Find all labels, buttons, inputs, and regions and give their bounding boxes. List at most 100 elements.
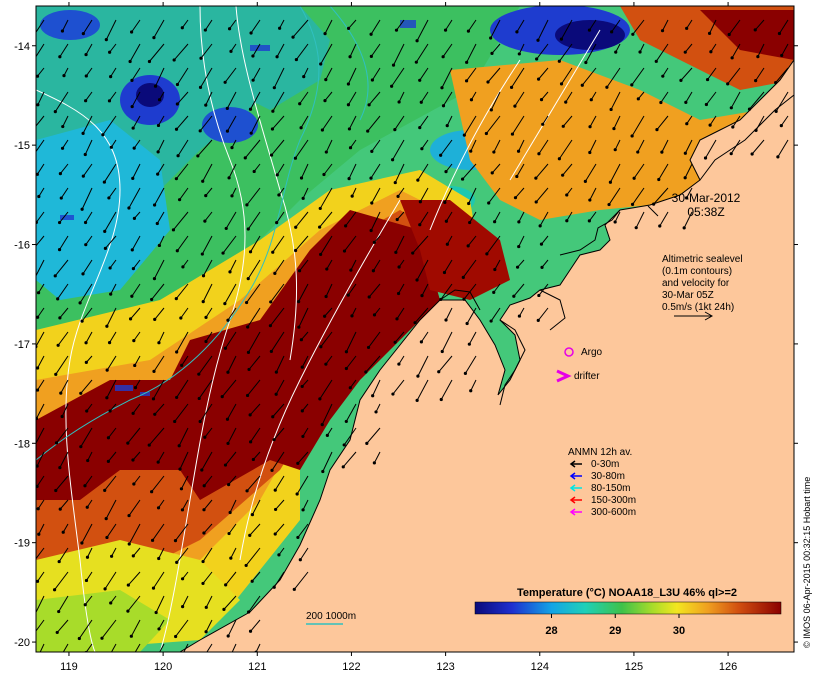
velocity-arrowhead <box>293 248 298 253</box>
velocity-arrowhead <box>271 415 275 419</box>
velocity-arrowhead <box>539 97 544 102</box>
velocity-arrow <box>229 259 237 273</box>
timestamp-annotation: 30-Mar-2012 05:38Z <box>647 191 741 219</box>
velocity-arrowhead <box>729 152 733 156</box>
velocity-arrowhead <box>106 657 109 660</box>
velocity-arrow <box>487 67 501 83</box>
velocity-arrowhead <box>175 560 179 564</box>
velocity-arrowhead <box>272 585 276 589</box>
velocity-arrow <box>148 427 165 446</box>
velocity-arrowhead <box>105 535 109 540</box>
velocity-arrowhead <box>201 559 205 564</box>
velocity-arrow <box>131 235 141 251</box>
velocity-arrowhead <box>108 266 112 270</box>
velocity-arrowhead <box>684 196 689 200</box>
velocity-arrowhead <box>174 177 178 181</box>
velocity-arrowhead <box>105 324 109 328</box>
velocity-arrow <box>536 43 549 60</box>
velocity-arrow <box>485 115 501 134</box>
velocity-arrow <box>276 43 285 57</box>
velocity-arrowhead <box>350 314 354 318</box>
velocity-arrow <box>302 187 309 199</box>
velocity-arrow <box>225 571 237 586</box>
velocity-arrow <box>37 355 45 369</box>
velocity-arrowhead <box>131 126 135 130</box>
velocity-arrow <box>274 259 285 274</box>
velocity-arrow <box>730 139 741 154</box>
velocity-arrow <box>205 187 213 196</box>
velocity-arrow <box>131 67 141 81</box>
velocity-arrow <box>227 403 237 420</box>
velocity-arrow <box>202 571 213 584</box>
velocity-arrow <box>127 427 141 444</box>
velocity-arrowhead <box>223 463 228 467</box>
velocity-arrow <box>606 67 621 88</box>
velocity-arrowhead <box>202 484 206 488</box>
velocity-arrow <box>104 571 117 590</box>
velocity-arrowhead <box>227 483 231 487</box>
velocity-arrowhead <box>251 457 255 462</box>
velocity-arrowhead <box>224 583 228 587</box>
velocity-arrowhead <box>32 153 35 156</box>
velocity-arrowhead <box>147 59 152 64</box>
velocity-arrowhead <box>469 149 473 153</box>
velocity-arrowhead <box>229 49 233 53</box>
velocity-arrowhead <box>59 196 63 200</box>
velocity-arrowhead <box>79 391 83 395</box>
velocity-arrow <box>246 475 261 492</box>
velocity-arrowhead <box>36 507 40 511</box>
velocity-arrow <box>156 211 165 224</box>
velocity-arrowhead <box>683 151 687 155</box>
velocity-arrow <box>250 19 261 34</box>
velocity-arrowhead <box>226 318 230 322</box>
velocity-arrowhead <box>466 244 470 248</box>
velocity-arrowhead <box>463 371 468 375</box>
velocity-arrow <box>204 19 213 31</box>
velocity-arrowhead <box>540 265 544 269</box>
velocity-arrowhead <box>588 125 592 129</box>
velocity-arrow <box>511 67 525 88</box>
velocity-arrow <box>416 19 429 41</box>
velocity-arrowhead <box>394 250 398 254</box>
velocity-arrowhead <box>131 411 135 415</box>
velocity-arrow <box>179 451 189 470</box>
velocity-arrow <box>81 523 93 544</box>
velocity-arrow <box>225 331 237 349</box>
velocity-arrow <box>300 115 309 128</box>
velocity-arrow <box>325 283 333 297</box>
velocity-arrow <box>684 139 693 154</box>
velocity-arrow <box>662 19 669 31</box>
velocity-arrowhead <box>469 389 473 393</box>
velocity-arrowhead <box>273 271 277 275</box>
velocity-arrowhead <box>780 53 784 58</box>
velocity-arrow <box>152 523 165 541</box>
velocity-arrow <box>54 571 69 591</box>
lon-tick-label: 122 <box>342 661 360 673</box>
velocity-arrowhead <box>130 78 134 82</box>
velocity-arrowhead <box>323 98 327 103</box>
velocity-arrow <box>60 187 69 199</box>
velocity-arrow <box>176 235 189 252</box>
velocity-arrowhead <box>103 587 107 591</box>
velocity-arrowhead <box>58 172 62 176</box>
velocity-arrow <box>370 211 381 231</box>
velocity-arrowhead <box>344 224 348 228</box>
velocity-arrow <box>589 19 597 31</box>
argo-label: Argo <box>581 347 603 358</box>
velocity-arrowhead <box>420 294 424 298</box>
velocity-arrow <box>82 19 93 34</box>
velocity-arrowhead <box>222 607 226 611</box>
velocity-arrow <box>348 19 357 29</box>
velocity-arrow <box>614 139 621 150</box>
velocity-arrow <box>345 403 357 422</box>
velocity-arrowhead <box>321 469 325 474</box>
velocity-arrow <box>174 403 189 422</box>
velocity-arrow <box>518 211 525 223</box>
velocity-arrowhead <box>365 441 369 445</box>
velocity-arrowhead <box>153 84 158 88</box>
velocity-arrow <box>55 355 69 375</box>
velocity-arrow <box>565 91 573 103</box>
velocity-arrowhead <box>104 38 108 42</box>
velocity-arrow <box>177 139 189 156</box>
velocity-arrowhead <box>273 507 278 512</box>
